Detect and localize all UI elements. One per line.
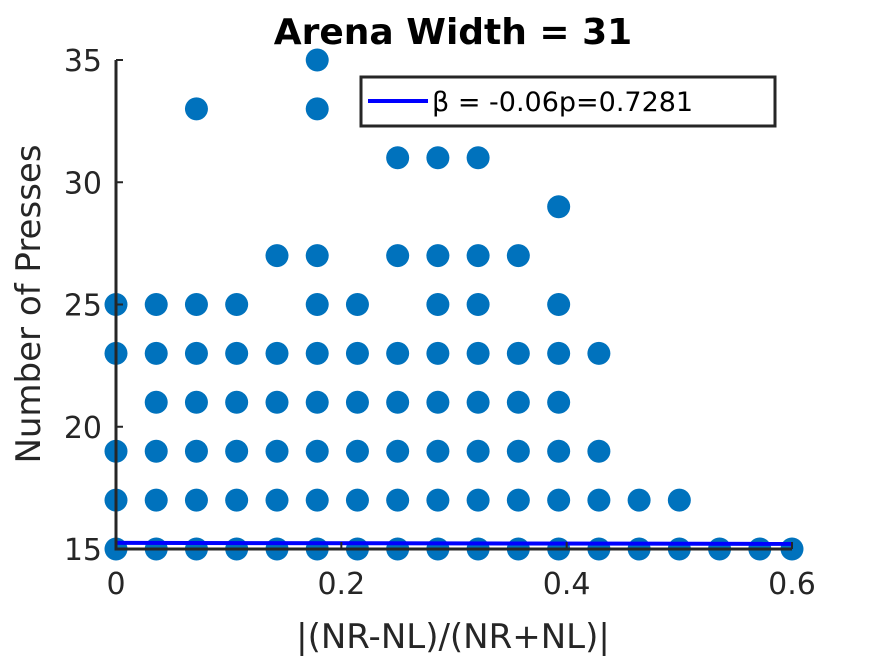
- data-point: [466, 488, 490, 512]
- data-point: [466, 439, 490, 463]
- data-point: [225, 439, 249, 463]
- data-point: [305, 439, 329, 463]
- y-tick-label: 30: [64, 166, 102, 201]
- y-tick-label: 15: [64, 533, 102, 568]
- y-tick-label: 20: [64, 411, 102, 446]
- data-point: [547, 390, 571, 414]
- data-point: [345, 341, 369, 365]
- data-point: [345, 293, 369, 316]
- data-point: [466, 293, 490, 316]
- y-tick-label: 35: [64, 44, 102, 79]
- data-point: [265, 439, 289, 463]
- data-point: [144, 488, 168, 512]
- data-point: [305, 390, 329, 414]
- data-point: [345, 488, 369, 512]
- data-point: [426, 244, 450, 268]
- data-point: [265, 390, 289, 414]
- data-point: [386, 488, 410, 512]
- data-point: [184, 341, 208, 365]
- data-point: [587, 341, 611, 365]
- data-point: [667, 488, 691, 512]
- data-point: [506, 488, 530, 512]
- data-point: [506, 390, 530, 414]
- data-point: [547, 293, 571, 316]
- data-point: [144, 341, 168, 365]
- data-point: [386, 439, 410, 463]
- data-point: [345, 439, 369, 463]
- data-point: [184, 293, 208, 316]
- data-point: [305, 48, 329, 72]
- data-point: [305, 244, 329, 268]
- data-point: [184, 488, 208, 512]
- data-point: [587, 488, 611, 512]
- data-point: [144, 439, 168, 463]
- data-point: [305, 293, 329, 316]
- data-point: [627, 488, 651, 512]
- data-point: [506, 244, 530, 268]
- chart-title: Arena Width = 31: [274, 12, 632, 53]
- data-point: [144, 390, 168, 414]
- y-tick-label: 25: [64, 289, 102, 324]
- data-point: [225, 293, 249, 316]
- data-point: [265, 341, 289, 365]
- data-point: [386, 244, 410, 268]
- data-point: [386, 390, 410, 414]
- x-tick-label: 0: [106, 567, 125, 602]
- data-point: [386, 146, 410, 170]
- data-point: [386, 341, 410, 365]
- data-point: [466, 341, 490, 365]
- data-point: [184, 97, 208, 121]
- data-point: [426, 488, 450, 512]
- x-tick-label: 0.2: [317, 567, 365, 602]
- y-axis-label: Number of Presses: [9, 144, 49, 463]
- data-point: [225, 390, 249, 414]
- axes: [114, 60, 792, 551]
- data-point: [225, 341, 249, 365]
- data-point: [426, 439, 450, 463]
- data-point: [426, 293, 450, 316]
- data-point: [144, 293, 168, 316]
- data-point: [547, 341, 571, 365]
- data-point: [426, 390, 450, 414]
- data-point: [587, 439, 611, 463]
- data-point: [184, 390, 208, 414]
- data-point: [466, 244, 490, 268]
- data-point: [506, 341, 530, 365]
- data-point: [426, 341, 450, 365]
- legend: β = -0.06p=0.7281: [359, 75, 777, 128]
- data-point: [466, 146, 490, 170]
- data-point: [547, 488, 571, 512]
- data-point: [305, 341, 329, 365]
- ticks: 0 0.2 0.4 0.6 15 20 25 30 35: [64, 44, 816, 602]
- data-point: [426, 146, 450, 170]
- data-point: [305, 488, 329, 512]
- data-point: [345, 390, 369, 414]
- data-point: [305, 97, 329, 121]
- data-point: [265, 488, 289, 512]
- data-point: [466, 390, 490, 414]
- x-tick-label: 0.4: [543, 567, 591, 602]
- x-axis-label: |(NR-NL)/(NR+NL)|: [296, 617, 610, 656]
- data-point: [506, 439, 530, 463]
- data-point: [184, 439, 208, 463]
- x-tick-label: 0.6: [768, 567, 816, 602]
- fit-line: [115, 540, 793, 546]
- data-point: [547, 195, 571, 219]
- data-point: [547, 439, 571, 463]
- legend-label: β = -0.06p=0.7281: [432, 87, 693, 118]
- data-point: [265, 244, 289, 268]
- legend-box: [359, 75, 777, 128]
- data-point: [225, 488, 249, 512]
